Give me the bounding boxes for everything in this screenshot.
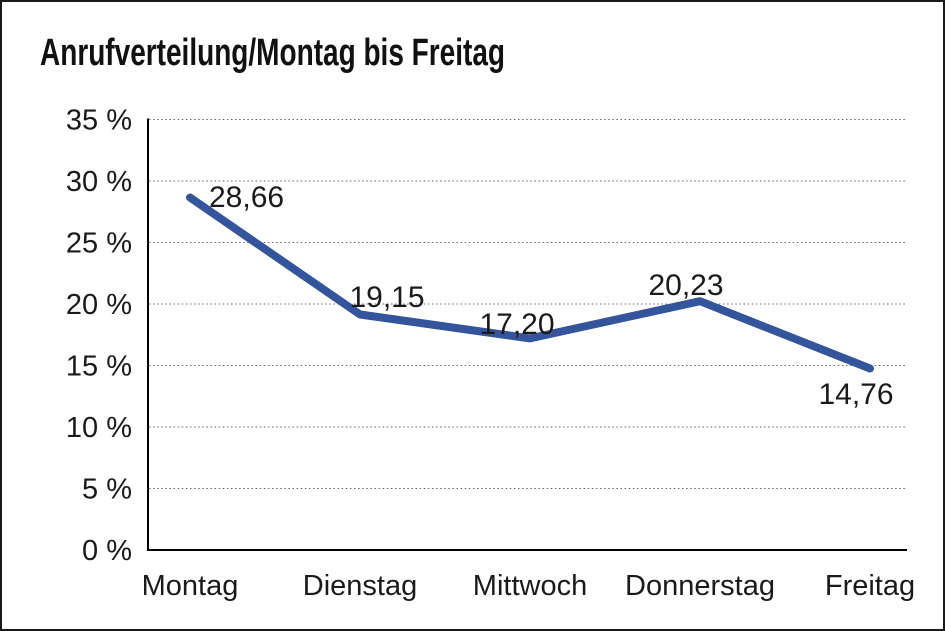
y-tick-label: 35 % (66, 105, 132, 137)
data-point-label: 19,15 (349, 281, 424, 314)
y-tick-label: 5 % (82, 474, 132, 506)
chart-title: Anrufverteilung/Montag bis Freitag (40, 32, 505, 74)
y-axis-labels: 35 % 30 % 25 % 20 % 15 % 10 % 5 % 0 % (66, 105, 132, 568)
data-point-label: 28,66 (209, 181, 284, 214)
data-point-label: 20,23 (648, 269, 723, 302)
y-tick-label: 20 % (66, 289, 132, 321)
y-tick-label: 10 % (66, 412, 132, 444)
y-tick-label: 0 % (82, 535, 132, 567)
y-tick-label: 25 % (66, 228, 132, 260)
y-tick-label: 15 % (66, 351, 132, 383)
data-point-label: 14,76 (818, 378, 893, 411)
x-category-label: Donnerstag (625, 570, 775, 602)
x-category-label: Dienstag (303, 570, 417, 602)
gridlines (149, 119, 907, 489)
x-category-label: Freitag (825, 570, 915, 602)
x-category-label: Mittwoch (473, 570, 587, 602)
data-labels: 28,66 19,15 17,20 20,23 14,76 (209, 181, 894, 411)
data-series-line (186, 193, 874, 373)
x-axis-labels: Montag Dienstag Mittwoch Donnerstag Freitag (142, 570, 916, 602)
y-tick-label: 30 % (66, 166, 132, 198)
data-point-label: 17,20 (479, 308, 554, 341)
x-category-label: Montag (142, 570, 239, 602)
